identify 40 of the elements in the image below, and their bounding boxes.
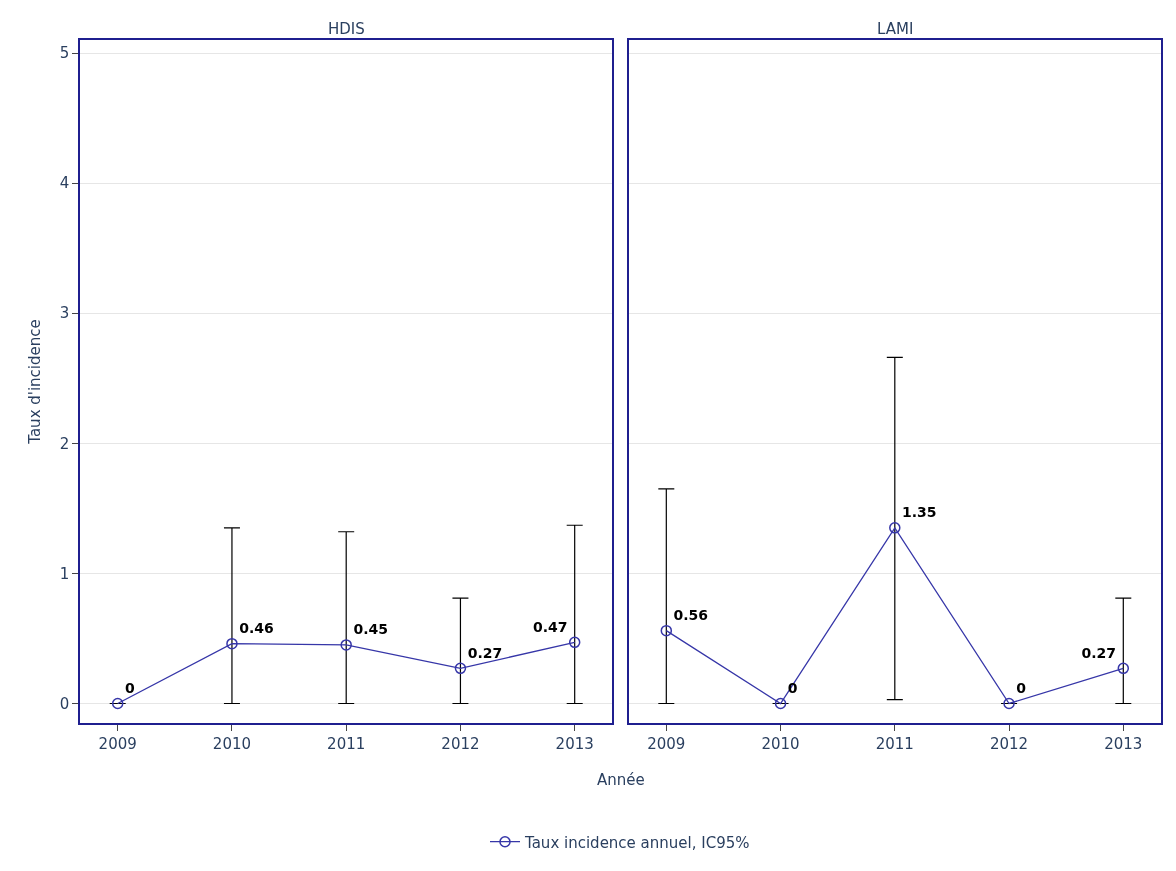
x-tick-label: 2012 [441, 734, 480, 753]
data-label: 0 [124, 679, 135, 696]
y-tick-label: 1 [59, 564, 70, 583]
chart-title: LAMI [877, 20, 914, 38]
data-label: 0.27 [1081, 644, 1117, 661]
y-tick-label: 0 [59, 694, 70, 713]
data-label: 0.47 [532, 618, 568, 635]
point [1117, 662, 1130, 675]
x-tick-label: 2009 [98, 734, 137, 753]
data-label: 0.56 [673, 606, 709, 623]
x-tick-label: 2013 [555, 734, 594, 753]
x-tick-label: 2010 [212, 734, 252, 753]
point [889, 522, 901, 534]
point [226, 637, 238, 650]
y-axis-title: Taux d'incidence [26, 319, 45, 445]
x-tick-label: 2011 [875, 734, 914, 753]
data-label: 0.27 [467, 644, 503, 661]
x-tick-label: 2010 [761, 734, 800, 753]
point [111, 697, 124, 710]
chart-title: HDIS [328, 20, 365, 38]
point [454, 662, 467, 675]
x-tick-label: 2013 [1104, 734, 1143, 753]
x-axis-title: Année [597, 771, 645, 789]
point [568, 636, 581, 649]
data-label: 0 [1016, 679, 1027, 696]
point [774, 697, 787, 710]
y-tick-label: 4 [59, 174, 70, 193]
y-tick-label: 3 [59, 304, 70, 323]
x-tick-label: 2011 [327, 734, 366, 753]
data-label: 1.35 [902, 504, 937, 521]
data-label: 0.46 [239, 619, 274, 636]
point [1003, 697, 1015, 710]
data-label: 0.45 [353, 621, 388, 638]
y-tick-label: 5 [59, 44, 70, 63]
y-tick-label: 2 [59, 434, 70, 453]
point [340, 639, 352, 651]
legend-label: Taux incidence annuel, IC95% [524, 833, 750, 852]
x-tick-label: 2012 [989, 734, 1029, 753]
x-tick-label: 2009 [647, 734, 686, 753]
point [660, 624, 673, 637]
